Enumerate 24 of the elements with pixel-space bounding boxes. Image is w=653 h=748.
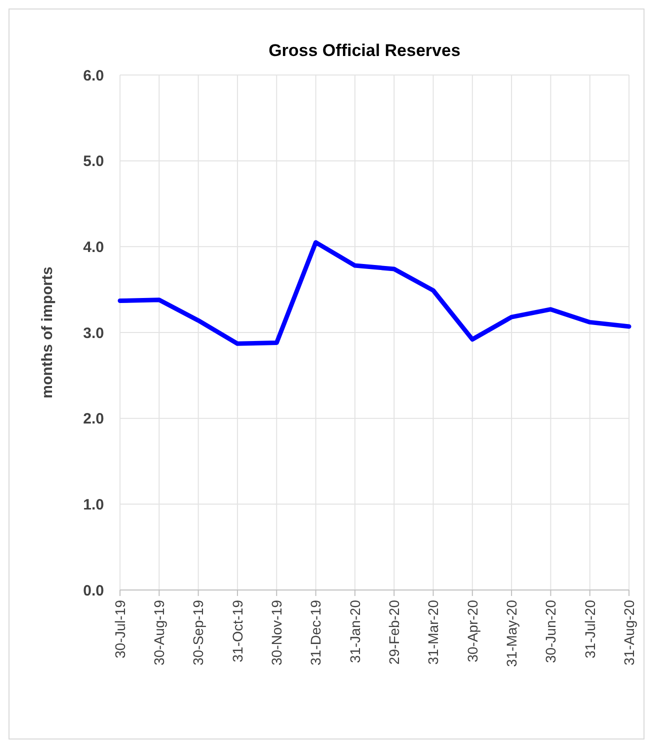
x-tick-label: 31-Mar-20 [425, 600, 442, 665]
x-tick-label: 29-Feb-20 [386, 600, 402, 665]
y-tick-label: 2.0 [83, 410, 104, 428]
y-tick-label: 5.0 [83, 153, 104, 170]
x-tick-label: 30-Nov-19 [268, 600, 285, 666]
x-tick-label: 31-Jan-20 [346, 600, 363, 664]
x-tick-label: 30-Jul-19 [112, 600, 128, 658]
chart-title: Gross Official Reserves [268, 41, 460, 60]
y-tick-label: 0.0 [83, 582, 104, 600]
x-tick-label: 31-May-20 [503, 600, 520, 667]
x-tick-label: 30-Aug-19 [151, 600, 168, 666]
x-tick-label: 30-Apr-20 [464, 600, 480, 662]
y-tick-label: 4.0 [83, 238, 104, 256]
x-tick-label: 31-Jul-20 [582, 600, 598, 658]
x-tick-label: 30-Jun-20 [542, 600, 559, 664]
y-tick-label: 3.0 [83, 324, 104, 342]
y-axis-title: months of imports [39, 266, 56, 398]
x-tick-label: 31-Oct-19 [229, 600, 246, 662]
y-tick-label: 6.0 [83, 67, 104, 84]
x-tick-label: 30-Sep-19 [190, 600, 206, 666]
x-tick-label: 31-Aug-20 [620, 600, 637, 666]
x-tick-label: 31-Dec-19 [308, 600, 324, 666]
line-series [118, 240, 632, 346]
y-tick-label: 1.0 [83, 496, 104, 514]
